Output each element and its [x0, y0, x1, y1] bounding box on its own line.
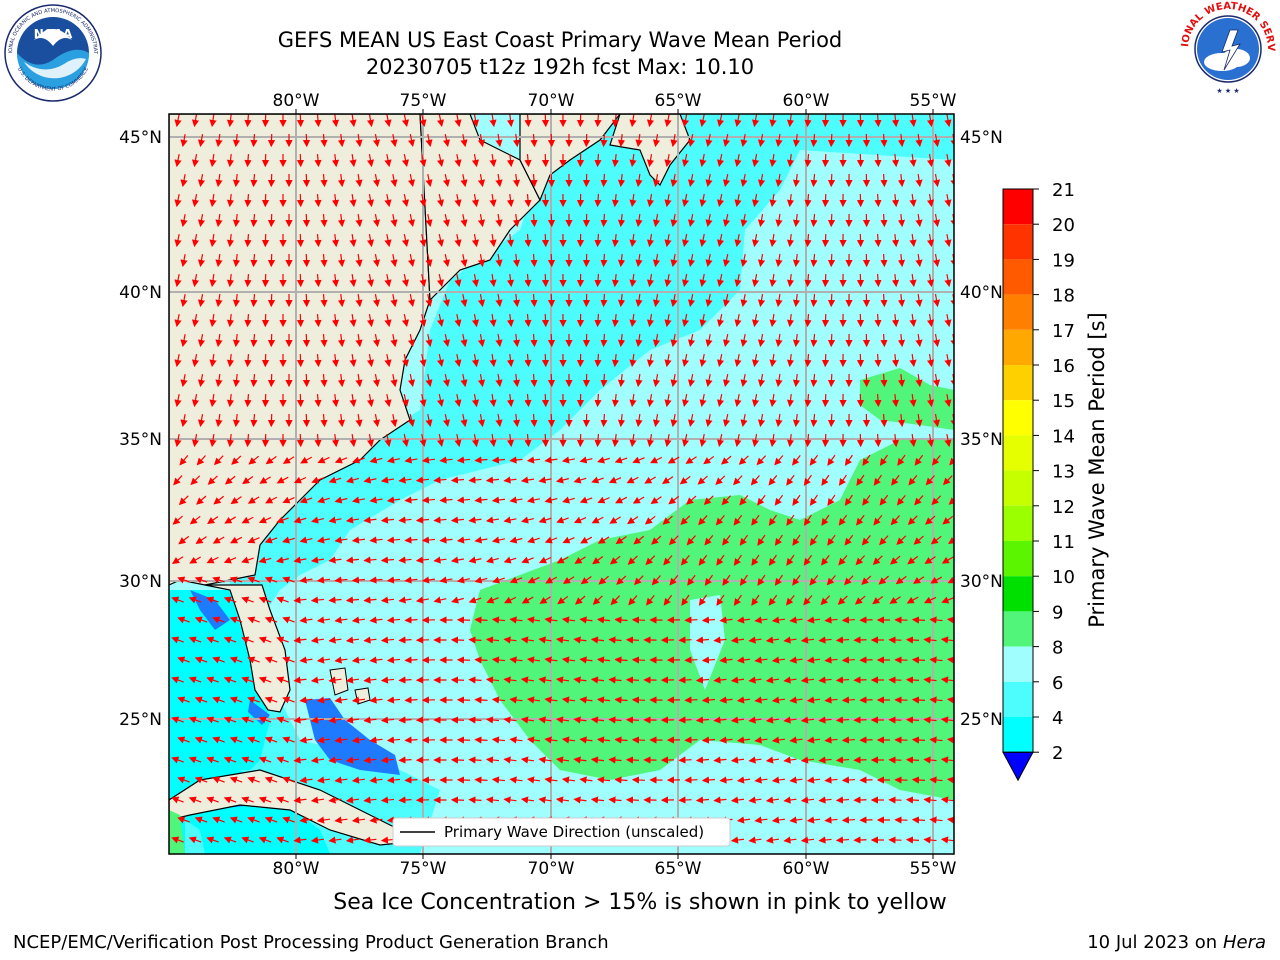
lon-label-bottom: 65°W — [655, 859, 702, 879]
footer-date: 10 Jul 2023 on Hera — [1087, 932, 1266, 953]
svg-text:★ ★ ★: ★ ★ ★ — [1216, 87, 1239, 95]
lat-label-left: 40°N — [119, 283, 162, 303]
lat-label-right: 25°N — [960, 710, 1003, 730]
nws-logo: NATIONAL WEATHER SERVICE ★ ★ ★ — [1174, 0, 1278, 98]
colorbar-bin — [1003, 541, 1033, 577]
footer-machine: Hera — [1222, 932, 1266, 953]
lon-label-bottom: 60°W — [783, 859, 830, 879]
land-bahamas-a — [329, 667, 349, 696]
noaa-logo: NOAA NATIONAL OCEANIC AND ATMOSPHERIC AD… — [1, 0, 102, 102]
region-6-8s-north — [230, 114, 954, 660]
lon-label-bottom: 80°W — [273, 859, 320, 879]
colorbar-bin — [1003, 681, 1033, 717]
colorbar-tick-label: 8 — [1052, 638, 1063, 659]
lat-label-left: 25°N — [119, 710, 162, 730]
lat-label-right: 40°N — [960, 283, 1003, 303]
colorbar: 21 20 19 18 17 16 15 14 13 12 11 10 9 8 6 4 2 — [1002, 180, 1075, 782]
lat-label-left: 35°N — [119, 430, 162, 450]
colorbar-tick-label: 16 — [1052, 356, 1075, 377]
colorbar-bin — [1003, 294, 1033, 330]
colorbar-tick-label: 15 — [1052, 391, 1075, 412]
land-maine — [519, 114, 621, 202]
region-8-9s-inclusion — [690, 595, 725, 690]
colorbar-bin — [1003, 646, 1033, 682]
colorbar-bin — [1003, 329, 1033, 365]
map-title: GEFS MEAN US East Coast Primary Wave Mea… — [277, 28, 843, 52]
colorbar-bin — [1003, 576, 1033, 612]
lat-label-right: 30°N — [960, 572, 1003, 592]
lon-label-top: 55°W — [910, 91, 957, 111]
colorbar-label: Primary Wave Mean Period [s] — [1085, 312, 1109, 628]
footer-date-text: 10 Jul 2023 on — [1087, 932, 1223, 953]
colorbar-bin — [1003, 365, 1033, 401]
colorbar-bin — [1003, 470, 1033, 506]
colorbar-tick-label: 12 — [1052, 497, 1075, 518]
lat-label-right: 45°N — [960, 128, 1003, 148]
lon-label-bottom: 55°W — [910, 859, 957, 879]
lon-label-bottom: 70°W — [528, 859, 575, 879]
colorbar-tick-label: 9 — [1052, 602, 1063, 623]
noaa-logo-text: NOAA — [34, 27, 73, 41]
colorbar-tick-label: 4 — [1052, 708, 1063, 729]
colorbar-tick-label: 11 — [1052, 532, 1075, 553]
colorbar-extend — [1002, 751, 1034, 782]
colorbar-tick-label: 14 — [1052, 426, 1075, 447]
colorbar-bin — [1003, 259, 1033, 295]
colorbar-tick-label: 10 — [1052, 567, 1075, 588]
colorbar-tick-label: 21 — [1052, 180, 1075, 201]
map-subtitle: 20230705 t12z 192h fcst Max: 10.10 — [365, 55, 755, 79]
sea-ice-note: Sea Ice Concentration > 15% is shown in … — [333, 890, 947, 915]
region-4-6s-gulf — [169, 590, 270, 770]
lat-label-right: 35°N — [960, 430, 1003, 450]
primary-wave-direction-arrows — [171, 114, 954, 844]
colorbar-tick-label: 19 — [1052, 250, 1075, 271]
colorbar-bin — [1003, 189, 1033, 225]
colorbar-tick-label: 20 — [1052, 215, 1075, 236]
colorbar-bin — [1003, 400, 1033, 436]
lon-label-top: 65°W — [655, 91, 702, 111]
lon-label-bottom: 75°W — [400, 859, 447, 879]
colorbar-tick-label: 18 — [1052, 286, 1075, 307]
lat-label-left: 30°N — [119, 572, 162, 592]
lon-label-top: 80°W — [273, 91, 320, 111]
footer-credit: NCEP/EMC/Verification Post Processing Pr… — [13, 932, 609, 953]
colorbar-bin — [1003, 224, 1033, 260]
colorbar-bin — [1003, 717, 1033, 753]
legend-label: Primary Wave Direction (unscaled) — [444, 823, 704, 841]
map-legend: Primary Wave Direction (unscaled) — [392, 817, 731, 847]
colorbar-tick-label: 6 — [1052, 673, 1063, 694]
map-frame — [168, 113, 955, 855]
colorbar-bin — [1003, 435, 1033, 471]
colorbar-bin — [1003, 505, 1033, 541]
lat-label-left: 45°N — [119, 128, 162, 148]
lon-label-top: 75°W — [400, 91, 447, 111]
lon-label-top: 60°W — [783, 91, 830, 111]
colorbar-tick-label: 13 — [1052, 462, 1075, 483]
colorbar-tick-label: 2 — [1052, 743, 1063, 764]
colorbar-tick-label: 17 — [1052, 321, 1075, 342]
lon-label-top: 70°W — [528, 91, 575, 111]
colorbar-bin — [1003, 611, 1033, 647]
